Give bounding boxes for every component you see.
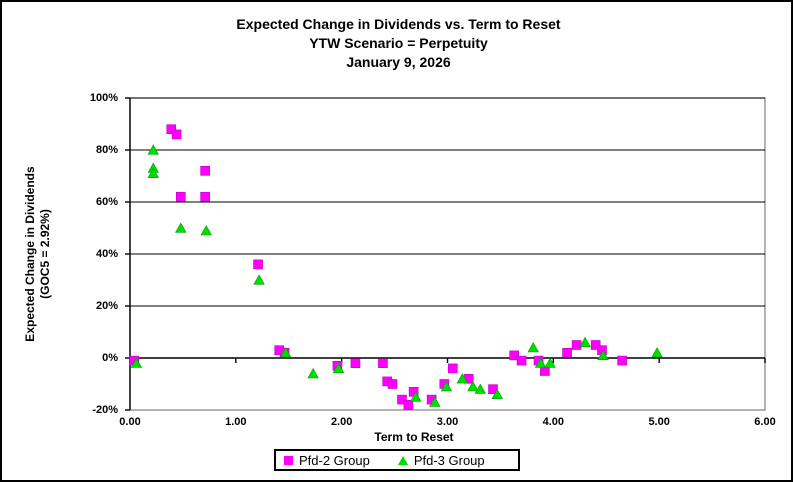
- data-point-pfd3: [456, 373, 469, 384]
- data-point-pfd2: [387, 379, 398, 389]
- data-point-pfd2: [540, 366, 550, 376]
- x-tick-label-3.00: 3.00: [436, 416, 459, 428]
- data-point-pfd3: [474, 383, 487, 394]
- data-point-pfd3: [332, 362, 345, 374]
- data-point-pfd2: [176, 192, 186, 202]
- data-point-pfd2: [617, 355, 627, 366]
- pfd3-triangle-marker-icon: [397, 455, 408, 465]
- data-point-pfd3: [527, 341, 539, 353]
- data-point-pfd3: [597, 349, 609, 361]
- data-point-pfd3: [579, 336, 591, 348]
- data-point-pfd3: [253, 274, 265, 285]
- data-point-pfd2: [253, 259, 263, 270]
- data-point-pfd2: [397, 394, 407, 405]
- y-tick-label--20%: -20%: [92, 403, 118, 416]
- data-point-pfd2: [200, 192, 210, 202]
- data-point-pfd2: [509, 350, 519, 361]
- y-axis-title-line1: Expected Change in Dividends: [23, 166, 37, 342]
- x-tick-label-0.00: 0.00: [119, 416, 141, 428]
- data-point-pfd3: [147, 167, 159, 178]
- data-point-pfd2: [571, 340, 582, 350]
- data-point-pfd2: [350, 358, 361, 369]
- data-point-pfd2: [166, 124, 177, 134]
- chart-title-line3: January 9, 2026: [346, 54, 451, 70]
- data-point-pfd2: [562, 347, 572, 358]
- data-point-pfd3: [147, 144, 159, 155]
- x-tick-label-1.00: 1.00: [225, 416, 247, 428]
- data-point-pfd2: [200, 166, 210, 176]
- data-point-pfd3: [307, 367, 319, 379]
- legend-item-pfd3: Pfd-3 Group: [397, 452, 485, 468]
- y-tick-label-60%: 60%: [95, 195, 118, 208]
- pfd2-square-marker-icon: [284, 455, 293, 465]
- legend-label-pfd3: Pfd-3 Group: [413, 452, 485, 468]
- data-point-pfd2: [488, 384, 498, 395]
- y-tick-label-100%: 100%: [89, 91, 118, 104]
- data-point-pfd2: [516, 355, 527, 366]
- chart-title-line2: YTW Scenario = Perpetuity: [309, 35, 488, 51]
- data-point-pfd2: [403, 399, 414, 410]
- y-tick-label-80%: 80%: [95, 143, 118, 156]
- data-point-pfd3: [175, 222, 187, 233]
- data-point-pfd2: [378, 358, 388, 369]
- data-point-pfd3: [544, 357, 556, 368]
- data-point-pfd3: [651, 347, 663, 358]
- data-point-pfd3: [467, 380, 479, 392]
- x-axis-title: Term to Reset: [374, 430, 454, 444]
- y-tick-label-40%: 40%: [95, 247, 118, 260]
- legend-label-pfd2: Pfd-2 Group: [299, 452, 370, 468]
- data-point-pfd3: [429, 396, 441, 407]
- x-tick-label-6.00: 6.00: [754, 416, 776, 428]
- chart-title-line1: Expected Change in Dividends vs. Term to…: [236, 16, 561, 32]
- data-point-pfd2: [447, 363, 458, 374]
- x-tick-label-4.00: 4.00: [542, 416, 565, 428]
- chart-title: Expected Change in Dividends vs. Term to…: [2, 15, 791, 72]
- data-point-pfd3: [200, 224, 212, 236]
- data-point-pfd3: [440, 380, 453, 392]
- y-tick-label-0%: 0%: [102, 351, 118, 364]
- data-point-pfd3: [491, 388, 503, 400]
- data-point-pfd2: [171, 129, 182, 140]
- legend: Pfd-2 Group Pfd-3 Group: [274, 449, 520, 471]
- data-point-pfd3: [279, 347, 292, 358]
- data-point-pfd3: [410, 391, 422, 402]
- y-tick-label-20%: 20%: [95, 299, 118, 312]
- x-tick-label-2.00: 2.00: [330, 416, 353, 428]
- data-point-pfd2: [590, 340, 601, 350]
- data-point-pfd3: [534, 357, 547, 368]
- data-point-pfd3: [130, 357, 143, 368]
- x-tick-label-5.00: 5.00: [648, 416, 670, 428]
- legend-item-pfd2: Pfd-2 Group: [284, 453, 370, 468]
